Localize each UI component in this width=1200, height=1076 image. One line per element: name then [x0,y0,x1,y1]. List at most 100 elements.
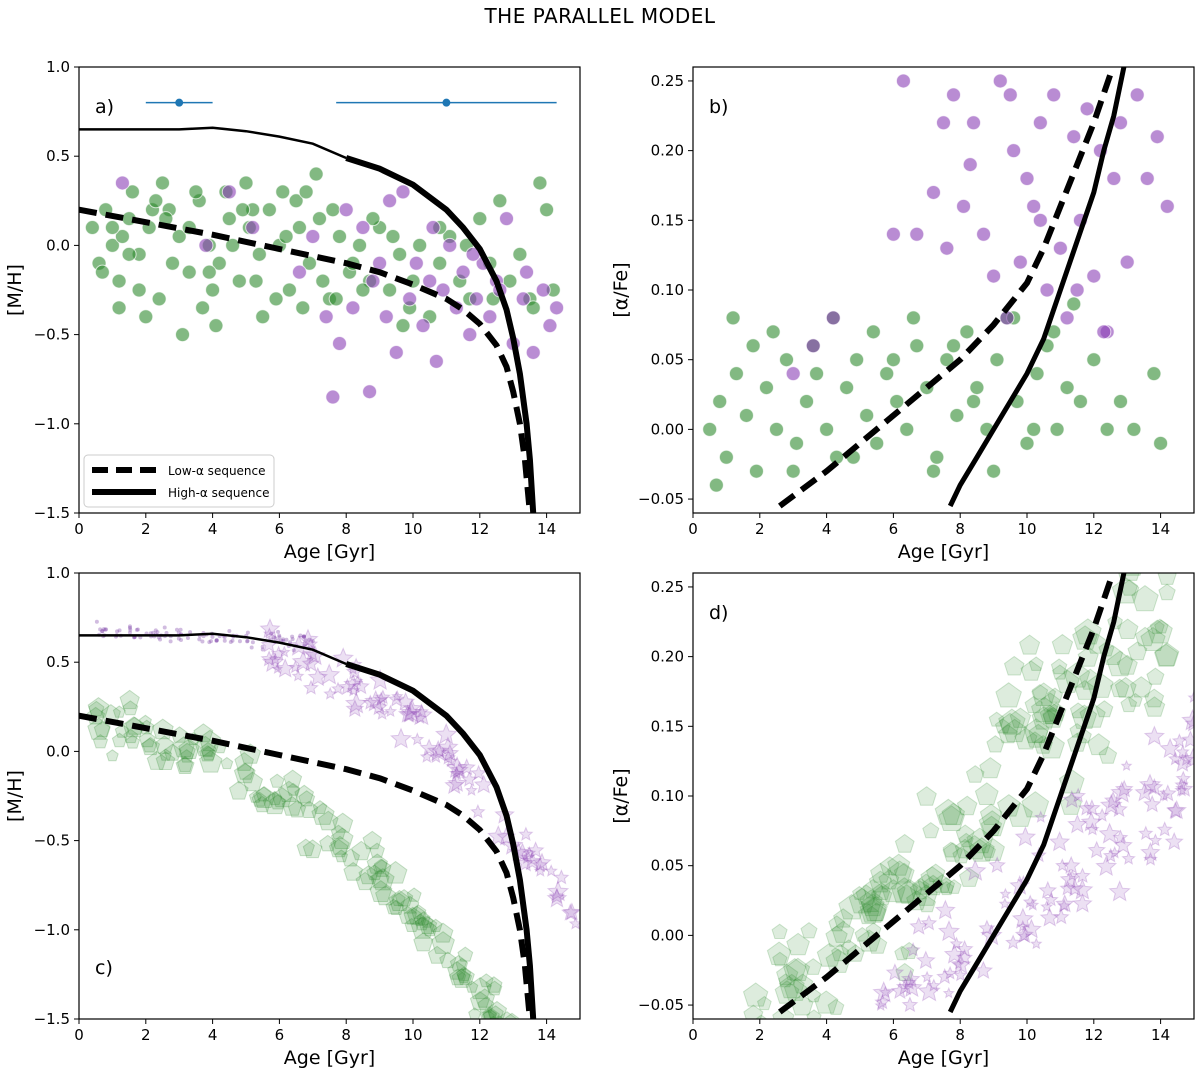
model-pentagon [198,750,223,773]
green-point [195,300,211,316]
model-dot [164,631,169,636]
purple-point [318,309,334,325]
green-point [708,477,724,493]
model-star [431,743,447,758]
high-alpha-line-thin [79,632,347,666]
model-star [1172,753,1192,772]
model-dot [127,630,132,635]
model-star [1112,829,1129,845]
model-star [277,645,291,658]
purple-point [946,87,962,103]
green-point [165,255,181,271]
purple-point [402,291,418,307]
model-pentagon [890,877,919,904]
low-alpha-line [79,712,533,1019]
y-tick-label: 0.00 [651,926,684,944]
green-point [208,318,224,334]
y-tick-label: −0.05 [638,996,684,1014]
model-pentagon [341,848,361,867]
model-dot [197,637,202,642]
y-tick-label: 0.20 [651,648,684,666]
model-star [291,669,305,682]
model-star [1065,869,1079,882]
model-pentagon [760,1067,779,1076]
model-dot [276,629,281,634]
purple-point [455,264,471,280]
model-star [460,770,478,787]
model-star [1134,782,1155,802]
model-dot [168,639,173,644]
model-star [1143,794,1162,813]
model-star [374,706,390,720]
model-star [259,618,281,639]
model-dot [290,637,295,642]
model-dot [301,634,306,639]
axes-frame [78,66,581,514]
purple-point [936,115,951,131]
model-star [874,998,887,1011]
purple-point [221,184,237,200]
model-pentagon [754,1042,778,1065]
model-star [391,689,404,702]
green-point [989,352,1005,368]
green-point [181,264,197,280]
model-pentagon [172,736,195,758]
purple-point [1046,87,1062,103]
model-star [533,863,548,877]
model-dot [134,627,139,632]
model-pentagon [1024,695,1043,714]
model-pentagon [296,838,315,857]
model-pentagon [859,897,887,923]
purple-point [1119,254,1135,270]
model-pentagon [1146,618,1173,644]
model-star [1062,789,1082,809]
x-axis-label: Age [Gyr] [898,1047,989,1069]
model-pentagon [1031,706,1057,730]
green-point [1113,394,1129,409]
model-pentagon [418,916,438,934]
model-pentagon [432,922,454,943]
model-pentagon [1120,696,1138,713]
x-tick-label: 14 [1151,1026,1170,1044]
x-tick-label: 10 [403,520,422,538]
model-dot [269,631,274,636]
model-dot [277,635,282,640]
model-pentagon [427,945,447,964]
model-pentagon [422,921,438,937]
y-tick-label: 0.5 [46,653,70,671]
model-star [440,749,457,765]
plot-area [702,67,1175,509]
green-point [328,291,344,307]
model-star [934,899,956,920]
purple-point [1096,324,1112,340]
y-tick-label: −0.5 [34,326,70,344]
model-pentagon [840,939,857,955]
model-pentagon [163,743,182,761]
purple-point [909,226,925,242]
model-star [1110,781,1134,803]
model-star [521,850,543,871]
model-pentagon [468,976,492,1000]
y-tick-label: 0.15 [651,717,684,735]
model-pentagon [766,941,792,965]
model-star [344,692,368,714]
model-star [410,732,425,746]
green-point [268,291,284,307]
model-star [1120,759,1133,772]
model-star [1059,879,1076,896]
purple-point [1039,282,1055,298]
green-point [885,352,901,368]
green-point [1019,435,1035,451]
purple-point [1079,101,1095,117]
purple-point [535,282,551,298]
purple-point [442,237,458,253]
legend-entry: Low-α sequence [168,464,266,478]
x-tick-label: 0 [688,520,698,538]
model-pentagon [760,1051,781,1071]
model-star [274,658,296,678]
plot-area [742,573,1194,1076]
model-cloud [86,618,580,1019]
green-point [104,220,120,236]
model-pentagon [317,810,339,831]
green-point [211,255,227,271]
